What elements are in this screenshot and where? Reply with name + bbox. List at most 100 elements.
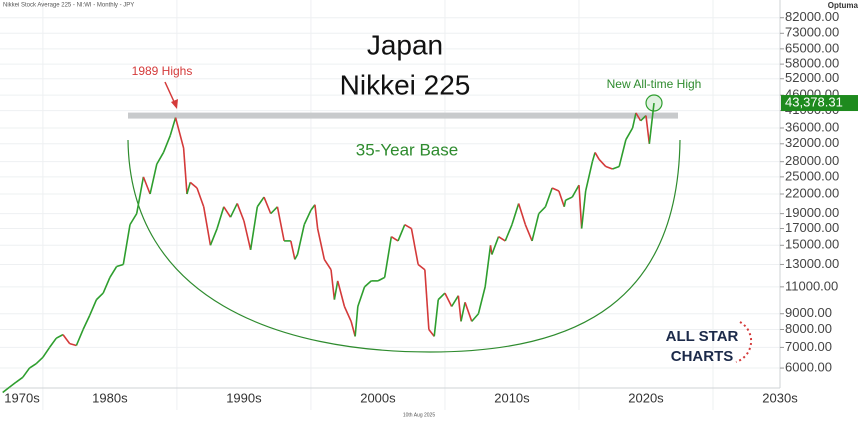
price-segment [498, 235, 506, 242]
y-tick-label: 22000.00 [785, 185, 839, 200]
price-segment [186, 182, 192, 195]
price-segment [511, 203, 520, 225]
price-segment [357, 286, 366, 307]
price-segment [377, 276, 386, 282]
price-segment [578, 185, 583, 229]
price-segment [109, 266, 118, 278]
price-segment [62, 334, 71, 345]
y-tick-label: 52000.00 [785, 70, 839, 85]
y-tick-label: 15000.00 [785, 237, 839, 252]
price-segment [524, 224, 533, 242]
price-segment [571, 184, 580, 198]
price-segment [517, 203, 527, 225]
price-segment [35, 356, 44, 365]
last-value-box [781, 95, 858, 112]
price-segment [364, 280, 372, 288]
price-segment [2, 386, 10, 394]
price-segment [303, 209, 312, 225]
price-segment [350, 321, 356, 337]
price-segment [314, 204, 319, 229]
price-segment [390, 235, 399, 242]
x-tick-label: 2000s [360, 390, 396, 405]
price-segment [336, 280, 346, 307]
price-segment [417, 263, 426, 271]
price-segment [236, 203, 245, 222]
y-tick-label: 36000.00 [785, 119, 839, 134]
price-segment [648, 102, 655, 144]
price-segment [635, 112, 642, 122]
chart-title: Japan [367, 29, 443, 60]
price-segment [290, 240, 296, 260]
brand: Optuma [828, 1, 859, 10]
x-tick-label: 1990s [226, 390, 262, 405]
price-segment [29, 362, 37, 369]
base-arc [127, 139, 681, 353]
price-segment [42, 346, 51, 358]
price-segment [450, 295, 460, 307]
price-segment [330, 269, 336, 300]
x-tick-label: 1980s [92, 390, 128, 405]
x-tick-label: 2030s [762, 390, 798, 405]
price-segment [491, 236, 500, 255]
price-segment [122, 224, 131, 265]
price-segment [189, 181, 198, 189]
price-segment [256, 196, 265, 208]
price-segment [116, 263, 124, 268]
price-segment [565, 196, 573, 201]
price-segment [605, 165, 613, 170]
price-segment [209, 228, 218, 246]
price-segment [249, 206, 259, 250]
y-tick-label: 6000.00 [785, 359, 832, 374]
y-tick-label: 28000.00 [785, 153, 839, 168]
price-segment [612, 165, 620, 170]
y-tick-label: 11000.00 [785, 278, 838, 293]
price-segment [584, 161, 594, 192]
price-segment [437, 292, 446, 301]
y-tick-label: 8000.00 [785, 321, 832, 336]
price-segment [484, 245, 492, 287]
price-segment [343, 306, 352, 322]
price-segment [591, 152, 596, 162]
y-tick-label: 17000.00 [785, 220, 839, 235]
logo-stars [735, 321, 753, 363]
price-segment [640, 115, 647, 122]
price-segment [563, 200, 567, 207]
price-segment [75, 329, 84, 346]
price-segment [294, 254, 299, 260]
y-tick-label: 13000.00 [785, 256, 839, 271]
y-tick-label: 58000.00 [785, 56, 839, 71]
price-segment [48, 337, 57, 348]
price-segment [22, 367, 31, 378]
price-segment [202, 206, 212, 246]
chart-header: Nikkei Stock Average 225 - NI:WI - Month… [3, 3, 134, 9]
price-segment [89, 299, 98, 316]
price-segment [102, 277, 111, 294]
x-tick-label: 2010s [494, 390, 530, 405]
logo: CHARTS [671, 348, 734, 365]
price-segment [404, 223, 412, 230]
price-segment [196, 187, 205, 208]
y-tick-label: 19000.00 [785, 205, 839, 220]
price-segment [229, 203, 238, 218]
y-tick-label: 32000.00 [785, 135, 839, 150]
price-segment [129, 213, 138, 226]
price-segment [551, 187, 560, 192]
price-segment [69, 342, 77, 347]
price-segment [424, 269, 430, 330]
price-segment [276, 206, 285, 242]
price-segment [457, 295, 462, 322]
price-segment [580, 190, 587, 229]
y-tick-label: 82000.00 [785, 9, 839, 24]
price-segment [135, 176, 145, 214]
price-segment [323, 258, 332, 271]
price-segment [263, 196, 272, 214]
price-segment [433, 299, 440, 337]
annotation: 1989 Highs [132, 64, 193, 78]
logo: ALL STAR [666, 328, 739, 345]
price-segment [464, 302, 473, 322]
annotation: New All-time High [607, 77, 702, 91]
price-segment [333, 280, 339, 300]
price-segment [531, 213, 540, 242]
price-segment [397, 224, 406, 242]
